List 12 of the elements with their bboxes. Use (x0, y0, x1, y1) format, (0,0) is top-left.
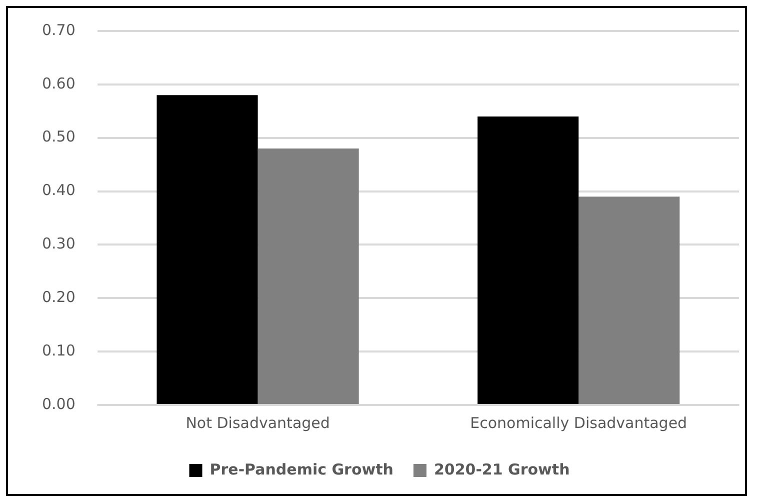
y-tick-label: 0.00 (42, 394, 76, 413)
legend-label: 2020-21 Growth (434, 460, 570, 478)
legend-label: Pre-Pandemic Growth (210, 460, 394, 478)
y-tick-label: 0.60 (42, 74, 76, 92)
y-tick-label: 0.10 (42, 341, 76, 360)
y-tick-label: 0.30 (42, 234, 76, 253)
y-tick-label: 0.20 (42, 288, 76, 306)
y-tick-label: 0.40 (42, 181, 76, 200)
y-tick-label: 0.70 (42, 20, 76, 39)
x-tick-label: Economically Disadvantaged (470, 414, 688, 432)
x-tick-label: Not Disadvantaged (186, 414, 330, 432)
y-tick-label: 0.50 (42, 128, 76, 146)
